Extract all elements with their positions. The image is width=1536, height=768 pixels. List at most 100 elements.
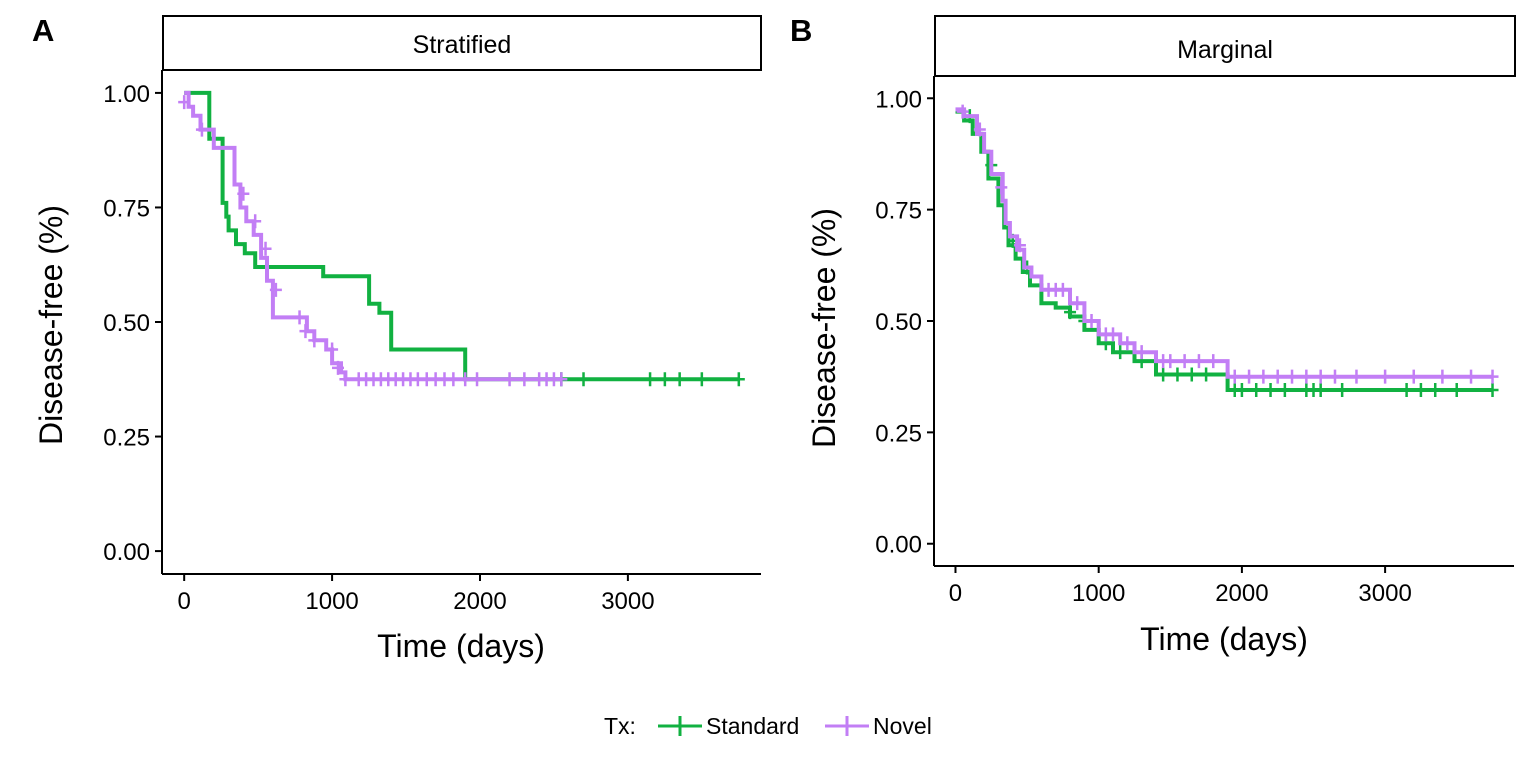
panel-a-series-novel-censor-mark: [326, 342, 339, 357]
panel-b-series-standard-censor-mark: [1400, 383, 1413, 398]
panel-a-series-standard-censor-mark: [577, 372, 590, 387]
panel-b-series-standard-censor-mark: [1064, 305, 1077, 320]
panel-b-series-novel-censor-mark: [1121, 336, 1134, 351]
panel-a-series-novel-censor-mark: [195, 122, 208, 137]
panel-a-strip: [162, 15, 762, 71]
panel-b-series-novel-censor-mark: [995, 180, 1008, 195]
panel-b-series-novel-censor-mark: [1243, 369, 1256, 384]
panel-b-strip: [934, 15, 1516, 77]
panel-b-series-standard-censor-mark: [1114, 345, 1127, 360]
legend-title: Tx:: [604, 713, 636, 739]
panel-b-series-novel-censor-mark: [1271, 369, 1284, 384]
panel-b-series-novel-censor-mark: [1436, 369, 1449, 384]
panel-a-series-novel-censor-mark: [518, 372, 531, 387]
panel-b-series-novel-censor-mark: [1350, 369, 1363, 384]
panel-b-series-standard-censor-mark: [1235, 383, 1248, 398]
panel-b-strip-title: Marginal: [1177, 36, 1273, 64]
panel-a-y-tick-label: 0.50: [103, 310, 150, 337]
panel-b-y-tick-label: 0.25: [875, 420, 922, 447]
panel-a-tag: A: [32, 13, 54, 48]
panel-b-series-standard-censor-mark: [1250, 383, 1263, 398]
legend-item-novel: Novel: [825, 713, 932, 739]
panel-b-series-standard-censor-mark: [1336, 383, 1349, 398]
panel-a-x-tick-label: 0: [178, 588, 191, 615]
panel-a-plot: 0.00 0.25 0.50 0.75 1.00 0 1000 2000 3000: [103, 70, 761, 615]
panel-b-series-novel-censor-mark: [1107, 327, 1120, 342]
panel-a-series-novel-censor-mark: [447, 372, 460, 387]
legend-label-standard: Standard: [706, 713, 799, 739]
panel-b-series-novel-censor-mark: [1286, 369, 1299, 384]
panel-a-x-tick-label: 1000: [305, 588, 358, 615]
panel-a-series-novel-censor-mark: [269, 282, 282, 297]
panel-b-plot: 0.00 0.25 0.50 0.75 1.00 0 1000 2000 3000: [875, 76, 1514, 607]
panel-b-tag: B: [790, 13, 812, 48]
panel-b-series-novel-censor-mark: [1407, 369, 1420, 384]
panel-b-series-novel-censor-mark: [1314, 369, 1327, 384]
panel-b-series-standard-censor-mark: [1414, 383, 1427, 398]
panel-b-series-novel-censor-mark: [1228, 369, 1241, 384]
panel-a-series-novel-censor-mark: [249, 214, 262, 229]
panel-b-series-novel-censor-mark: [1056, 282, 1069, 297]
panel-a-series-novel-curve: [184, 90, 562, 382]
panel-b-series-novel-censor-mark: [1207, 354, 1220, 369]
panel-a-y-tick-label: 1.00: [103, 81, 150, 108]
panel-a-series-novel-censor-mark: [459, 372, 472, 387]
panel-a-series-standard-censor-mark: [732, 372, 745, 387]
panel-b-series-standard-censor-mark: [1486, 383, 1499, 398]
panel-b-y-tick-label: 1.00: [875, 86, 922, 113]
panel-b-x-tick-label: 0: [949, 580, 962, 607]
panel-b-series-novel-censor-mark: [1379, 369, 1392, 384]
panel-a-strip-title: Stratified: [413, 31, 512, 59]
panel-b-series-standard-censor-mark: [1450, 383, 1463, 398]
panel-b-series-novel-censor-mark: [973, 122, 986, 137]
panel-b-x-tick-label: 2000: [1215, 580, 1268, 607]
panel-a-series-novel-censor-mark: [503, 372, 516, 387]
panel-b-series-standard-censor-mark: [1157, 367, 1170, 382]
panel-a: A Stratified 0.00 0.25 0.50 0.75 1.00 0 1000 20…: [32, 13, 762, 664]
panel-a-y-axis-title: Disease-free (%): [33, 205, 69, 445]
panel-b-series-novel-censor-mark: [1178, 354, 1191, 369]
panel-b-series-novel-censor-mark: [1328, 369, 1341, 384]
panel-a-series-novel-censor-mark: [339, 372, 352, 387]
panel-a-series-novel-censor-mark: [299, 324, 312, 339]
panel-a-series-novel-censor-mark: [259, 241, 272, 256]
panel-b-x-tick-label: 3000: [1358, 580, 1411, 607]
panel-b-series-novel-censor-mark: [1300, 369, 1313, 384]
panel-a-series-standard-censor-mark: [658, 372, 671, 387]
panel-b-series-standard-censor-mark: [1278, 383, 1291, 398]
panel-b-series-novel-censor-mark: [1013, 238, 1026, 253]
panel-b: B Marginal 0.00 0.25 0.50 0.75 1.00 0 1000 2000…: [790, 13, 1516, 657]
panel-b-series-standard-censor-mark: [1264, 383, 1277, 398]
panel-a-series-novel-censor-mark: [178, 95, 191, 110]
panel-a-y-tick-label: 0.75: [103, 195, 150, 222]
legend-label-novel: Novel: [873, 713, 932, 739]
panel-b-series-standard-censor-mark: [1429, 383, 1442, 398]
panel-a-series-novel-censor-mark: [237, 186, 250, 201]
panel-b-series-novel-censor-mark: [1164, 354, 1177, 369]
panel-a-series-standard-censor-mark: [695, 372, 708, 387]
panel-b-x-tick-label: 1000: [1072, 580, 1125, 607]
panel-b-series-novel-censor-mark: [1192, 354, 1205, 369]
panel-b-y-tick-label: 0.00: [875, 532, 922, 559]
panel-b-series-standard-censor-mark: [1200, 367, 1213, 382]
panel-b-series-novel-censor-mark: [1135, 345, 1148, 360]
panel-b-series-novel-censor-mark: [1465, 369, 1478, 384]
panel-a-x-axis-title: Time (days): [377, 628, 545, 664]
panel-a-series-novel-censor-mark: [308, 333, 321, 348]
panel-a-series-standard-curve: [184, 90, 739, 382]
panel-a-series-novel-censor-mark: [555, 372, 568, 387]
panel-b-y-tick-label: 0.50: [875, 309, 922, 336]
panel-a-series-novel-censor-mark: [471, 372, 484, 387]
panel-a-series-standard-censor-mark: [644, 372, 657, 387]
panel-b-series-novel-censor-mark: [1486, 369, 1499, 384]
panel-a-x-tick-label: 2000: [453, 588, 506, 615]
panel-b-y-axis-title: Disease-free (%): [806, 208, 842, 448]
panel-b-x-axis-title: Time (days): [1140, 621, 1308, 657]
panel-a-y-tick-label: 0.25: [103, 425, 150, 452]
panel-b-series-novel-censor-mark: [956, 104, 969, 119]
panel-b-series-novel-censor-mark: [1085, 314, 1098, 328]
legend: Tx: Standard Novel: [604, 713, 932, 739]
panel-a-y-tick-label: 0.00: [103, 539, 150, 566]
panel-b-series-standard-censor-mark: [1171, 367, 1184, 382]
